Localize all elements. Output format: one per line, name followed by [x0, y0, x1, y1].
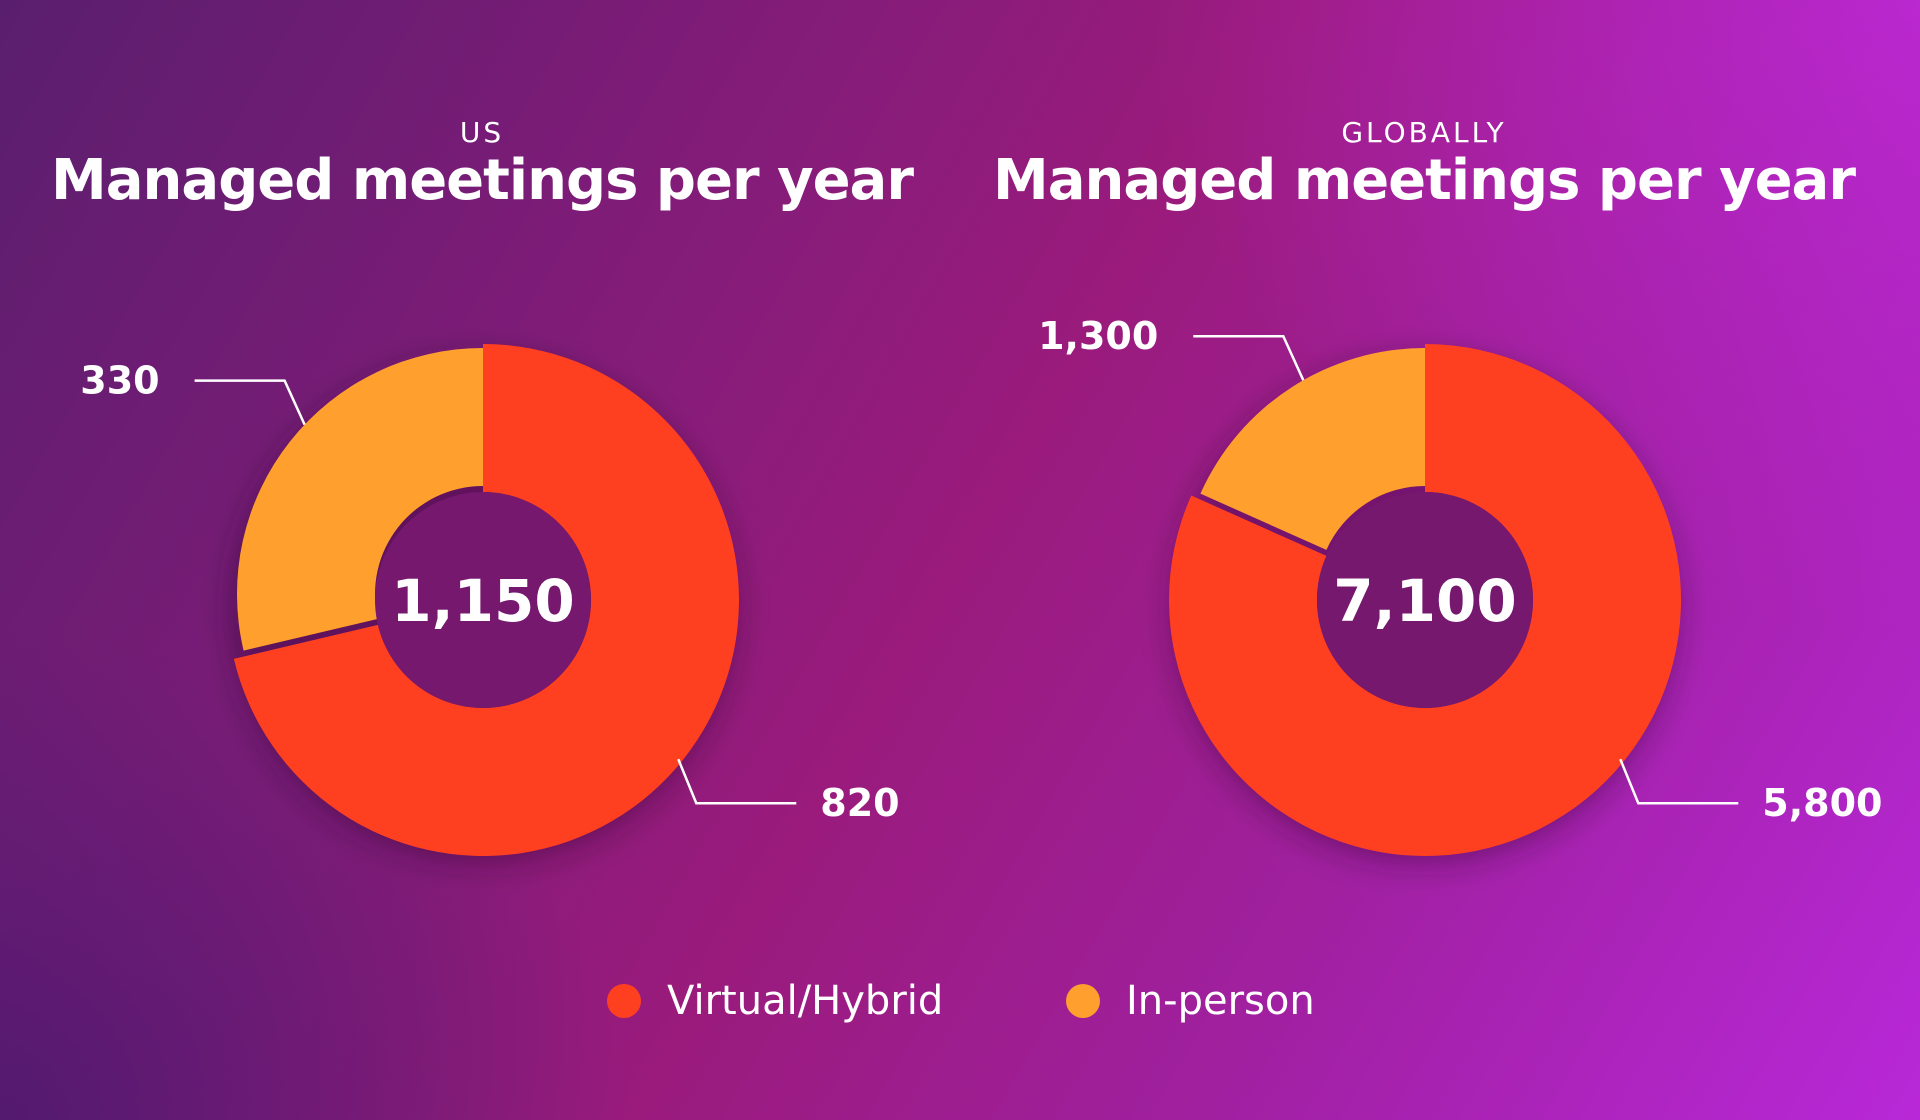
callout-line-virtual-hybrid-us	[677, 758, 797, 805]
callout-line-in-person-global	[1193, 334, 1305, 381]
callout-label-in-person-us: 330	[80, 359, 159, 403]
callout-label-virtual-hybrid-global: 5,800	[1762, 781, 1882, 825]
total-label-us: 1,150	[391, 567, 574, 635]
donut-chart-global: 7,100 1,300 5,800	[1038, 314, 1883, 866]
callout-label-virtual-hybrid-us: 820	[820, 781, 899, 825]
callout-line-in-person-us	[194, 379, 306, 426]
slice-virtual-hybrid-us	[233, 344, 739, 856]
legend: Virtual/Hybrid In-person	[0, 976, 1920, 1026]
total-label-global: 7,100	[1333, 567, 1516, 635]
chart-global: 7,100 1,300 5,800 GLOBALLY Managed meeting…	[942, 0, 1902, 1120]
legend-label-virtual-hybrid: Virtual/Hybrid	[667, 978, 944, 1024]
slice-in-person-global	[1200, 348, 1425, 550]
chart-title-global: Managed meetings per year	[993, 148, 1856, 213]
donut-hole-us	[375, 492, 591, 708]
donut-chart-us: 1,150 330 820	[80, 344, 899, 866]
slice-virtual-hybrid-global	[1169, 344, 1682, 856]
donut-hole-global	[1317, 492, 1533, 708]
chart-us: 1,150 330 820 US Managed meetings per year	[80, 344, 899, 866]
slice-in-person-us	[236, 348, 483, 651]
legend-dot-virtual-hybrid	[607, 984, 641, 1018]
legend-dot-in-person	[1066, 984, 1100, 1018]
callout-line-virtual-hybrid-global	[1619, 758, 1739, 805]
legend-item-in-person: In-person	[1066, 976, 1315, 1026]
legend-item-virtual-hybrid: Virtual/Hybrid	[607, 976, 943, 1026]
region-label-us: US	[459, 116, 505, 149]
chart-title-us: Managed meetings per year	[51, 148, 914, 213]
region-label-global: GLOBALLY	[1341, 116, 1507, 149]
legend-label-in-person: In-person	[1126, 978, 1315, 1024]
callout-label-in-person-global: 1,300	[1038, 314, 1158, 358]
